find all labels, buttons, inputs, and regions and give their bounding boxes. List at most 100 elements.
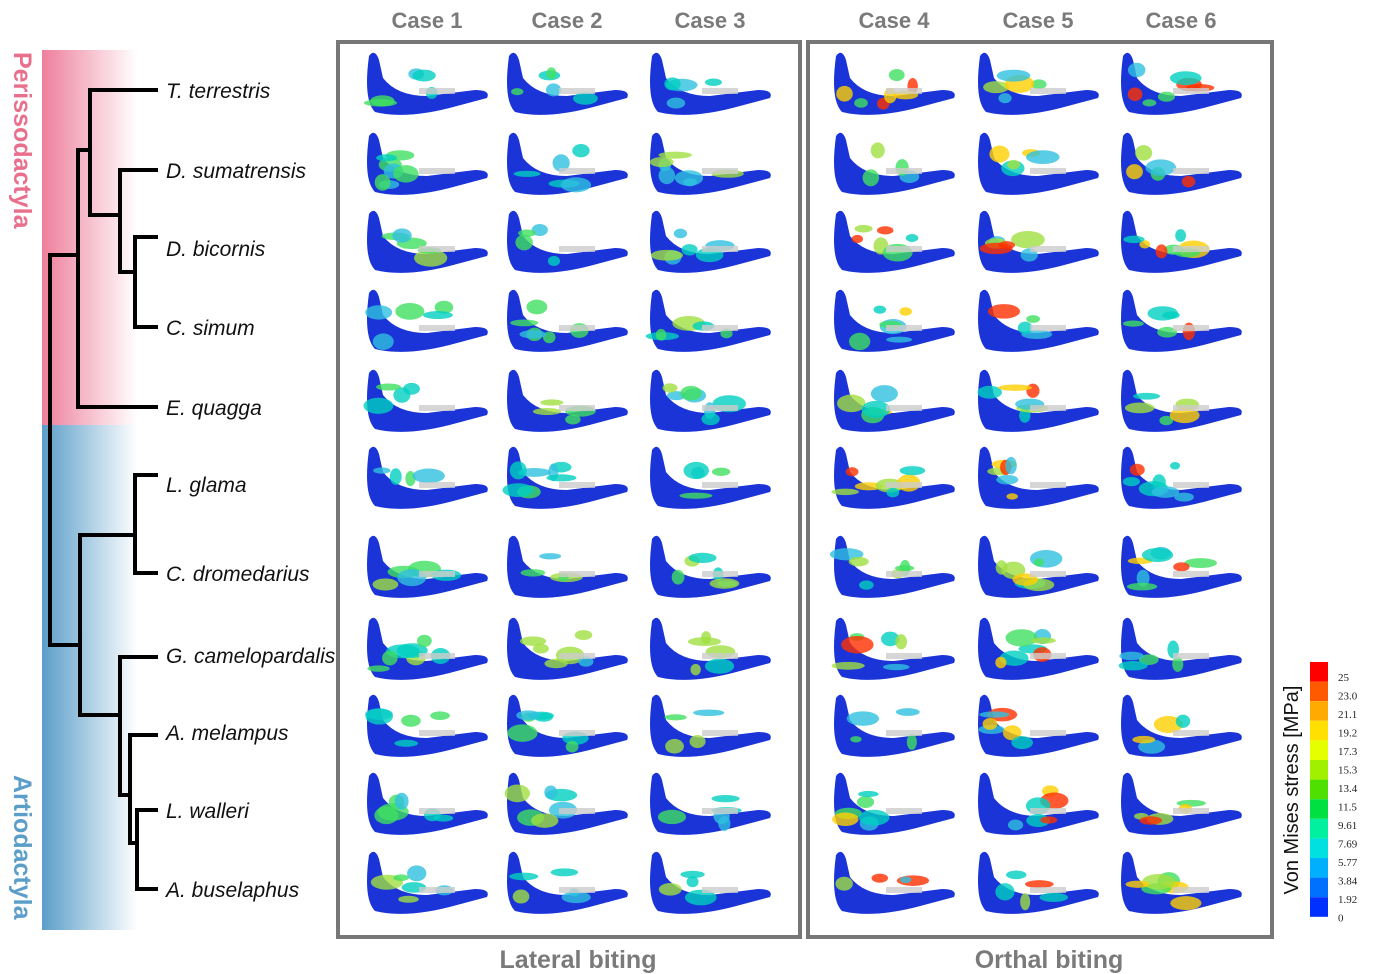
teeth: [702, 887, 738, 893]
jaw: [367, 447, 488, 509]
jaw: [646, 290, 771, 352]
teeth: [559, 887, 595, 893]
jaw: [365, 695, 488, 757]
jaw-shape: [367, 695, 488, 757]
teeth: [1173, 168, 1209, 174]
teeth: [702, 808, 738, 814]
stress-patch: [511, 88, 523, 95]
teeth: [886, 246, 922, 252]
stress-patch: [365, 708, 392, 724]
stress-patch: [1128, 63, 1146, 77]
teeth: [886, 325, 922, 331]
stress-patch: [675, 170, 703, 186]
species-label: A. buselaphus: [164, 879, 300, 902]
teeth: [1173, 730, 1209, 736]
stress-patch: [1123, 236, 1144, 244]
teeth: [1173, 887, 1209, 893]
stress-patch: [566, 741, 579, 753]
jaw-shape: [834, 133, 955, 195]
teeth: [1173, 88, 1209, 94]
stress-patch: [1175, 229, 1186, 242]
jaw: [367, 852, 488, 914]
clade-band: [42, 425, 137, 930]
stress-patch: [510, 461, 527, 479]
teeth: [702, 482, 738, 488]
stress-patch: [1126, 881, 1150, 888]
colorbar-swatch: [1310, 740, 1328, 760]
stress-patch: [430, 711, 450, 720]
case-header: Case 1: [392, 8, 463, 33]
stress-patch: [998, 384, 1032, 390]
stress-patch: [895, 634, 907, 649]
stress-patch: [1170, 71, 1202, 85]
colorbar-label: 13.4: [1338, 783, 1358, 795]
stress-patch: [516, 710, 540, 720]
stress-patch: [1123, 477, 1140, 486]
teeth: [886, 730, 922, 736]
stress-patch: [1006, 493, 1018, 499]
stress-patch: [412, 70, 435, 82]
species-label: D. bicornis: [166, 238, 266, 261]
jaw-shape: [978, 133, 1099, 195]
stress-patch: [980, 243, 1013, 254]
jaw: [834, 852, 955, 914]
stress-patch: [1006, 629, 1038, 646]
stress-patch: [832, 812, 858, 826]
jaw-shape: [1121, 290, 1242, 352]
stress-patch: [895, 565, 914, 571]
jaw-shape: [650, 536, 771, 598]
jaw: [650, 536, 771, 598]
stress-patch: [899, 307, 912, 315]
jaw: [977, 370, 1098, 432]
colorbar-label: 5.77: [1338, 857, 1358, 869]
stress-patch: [561, 177, 591, 192]
stress-patch: [651, 250, 683, 261]
jaw: [1121, 133, 1242, 195]
stress-patch: [859, 580, 874, 589]
jaw: [978, 773, 1099, 835]
case-header: Case 2: [532, 8, 603, 33]
jaw: [1121, 695, 1242, 757]
group-label: Orthal biting: [975, 946, 1124, 974]
stress-patch: [907, 734, 917, 750]
stress-patch: [996, 560, 1008, 574]
jaw-shape: [1121, 618, 1242, 680]
stress-patch: [854, 98, 868, 108]
colorbar-label: 1.92: [1338, 894, 1357, 906]
stress-patch: [659, 883, 682, 896]
jaw: [1119, 618, 1242, 680]
stress-patch: [376, 154, 397, 161]
jaw: [978, 536, 1099, 598]
jaw: [650, 133, 771, 195]
stress-patch: [683, 462, 708, 479]
case-header: Case 3: [675, 8, 746, 33]
stress-patch: [674, 229, 687, 239]
jaw: [507, 618, 628, 680]
colorbar-label: 0: [1338, 913, 1344, 925]
teeth: [419, 246, 455, 252]
stress-patch: [533, 644, 549, 654]
jaw: [364, 53, 488, 115]
jaw-shape: [650, 773, 771, 835]
stress-patch: [854, 225, 872, 233]
colorbar-label: 15.3: [1338, 765, 1358, 777]
stress-patch: [513, 890, 530, 904]
stress-patch: [690, 735, 706, 748]
stress-patch: [887, 488, 900, 498]
colorbar-swatch: [1310, 799, 1328, 819]
stress-patch: [1006, 870, 1026, 879]
stress-patch: [519, 330, 546, 338]
stress-patch: [1125, 403, 1155, 414]
colorbar-label: 11.5: [1338, 802, 1357, 814]
teeth: [886, 571, 922, 577]
jaw-shape: [834, 773, 955, 835]
colorbar-label: 9.61: [1338, 820, 1357, 832]
stress-patch: [836, 86, 853, 102]
stress-patch: [688, 637, 721, 646]
clade-label: Artiodactyla: [8, 775, 36, 921]
stress-patch: [526, 300, 547, 315]
stress-patch: [1026, 315, 1040, 323]
stress-patch: [1176, 715, 1190, 728]
stress-patch: [394, 740, 418, 747]
teeth: [419, 653, 455, 659]
